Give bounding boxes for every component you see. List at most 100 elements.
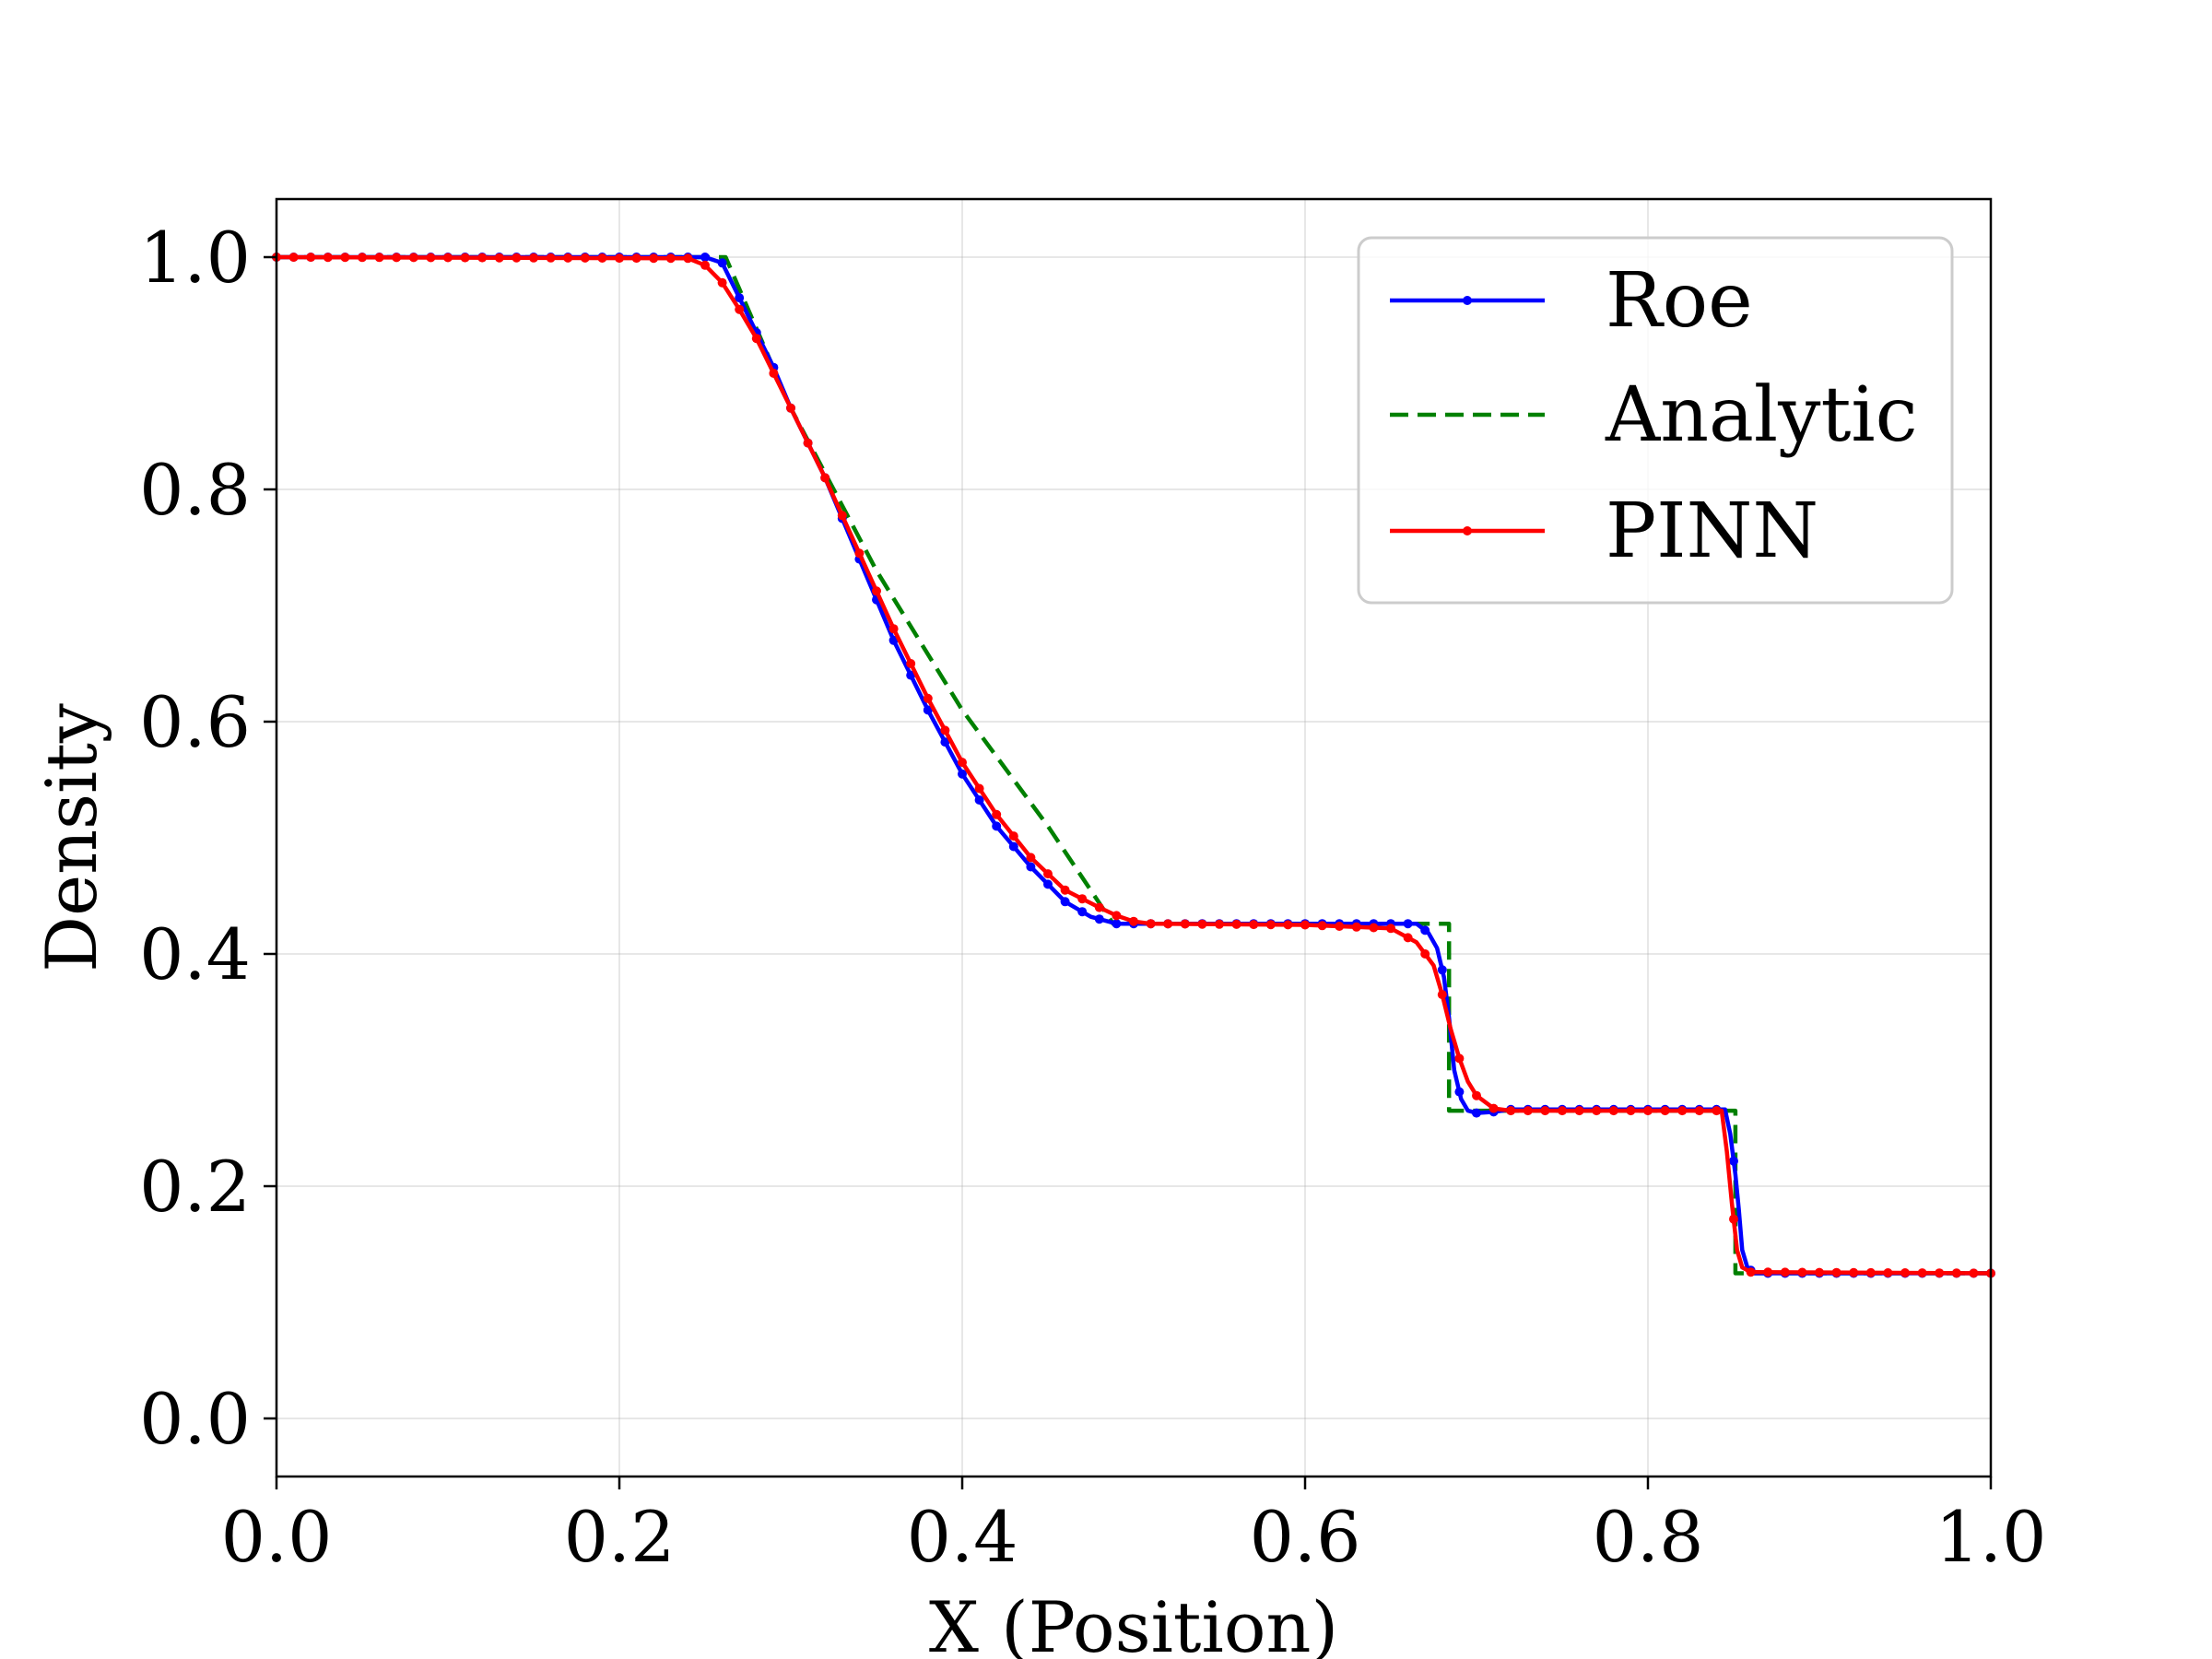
data-point-pinn <box>717 277 727 288</box>
data-point-pinn <box>1540 1106 1550 1116</box>
data-point-roe <box>940 737 950 747</box>
data-point-roe <box>1729 1156 1738 1166</box>
data-point-roe <box>1472 1108 1481 1118</box>
data-point-pinn <box>1643 1106 1653 1116</box>
y-tick-label: 0.6 <box>139 681 251 763</box>
data-point-pinn <box>923 693 933 703</box>
data-point-pinn <box>1626 1106 1636 1116</box>
data-point-pinn <box>1060 885 1070 895</box>
x-tick-label: 0.2 <box>564 1496 676 1578</box>
data-point-roe <box>1420 925 1430 935</box>
data-point-pinn <box>1215 919 1224 929</box>
data-point-roe <box>1094 914 1104 924</box>
data-point-pinn <box>700 260 710 270</box>
data-point-pinn <box>443 253 453 263</box>
data-point-pinn <box>1677 1106 1688 1116</box>
data-point-pinn <box>1763 1267 1773 1277</box>
data-point-pinn <box>958 758 967 768</box>
data-point-roe <box>1043 879 1053 889</box>
data-point-pinn <box>1746 1267 1756 1277</box>
legend-box <box>1357 236 1954 605</box>
y-tick-label: 0.0 <box>139 1378 251 1460</box>
data-point-pinn <box>1488 1103 1499 1113</box>
data-point-pinn <box>872 586 881 596</box>
data-point-pinn <box>769 369 779 378</box>
data-point-pinn <box>546 253 556 263</box>
data-point-pinn <box>1694 1106 1704 1116</box>
data-point-pinn <box>563 253 573 263</box>
data-point-pinn <box>735 304 745 314</box>
data-point-pinn <box>992 809 1002 819</box>
data-point-pinn <box>1831 1267 1841 1277</box>
data-point-pinn <box>323 253 333 263</box>
x-tick-label: 0.8 <box>1593 1496 1704 1578</box>
data-point-pinn <box>1454 1053 1465 1064</box>
data-point-roe <box>974 795 984 805</box>
y-tick-label: 0.2 <box>139 1146 251 1228</box>
data-point-roe <box>992 821 1002 831</box>
data-point-pinn <box>888 624 899 634</box>
data-point-pinn <box>1797 1267 1807 1277</box>
x-tick-label: 0.0 <box>221 1496 333 1578</box>
data-point-pinn <box>477 253 488 263</box>
data-point-pinn <box>460 253 470 263</box>
y-axis-label: Density <box>30 703 112 972</box>
data-point-pinn <box>803 438 813 448</box>
data-point-pinn <box>426 253 436 263</box>
data-point-pinn <box>837 511 847 521</box>
data-point-pinn <box>1574 1106 1584 1116</box>
data-point-pinn <box>615 253 624 264</box>
data-point-pinn <box>392 253 402 263</box>
series-layer <box>272 253 1995 1278</box>
y-tick-label: 1.0 <box>139 217 251 299</box>
data-point-pinn <box>751 334 761 344</box>
legend-label-roe: Roe <box>1606 257 1753 345</box>
data-point-pinn <box>1849 1267 1859 1277</box>
data-point-pinn <box>1523 1106 1533 1116</box>
data-point-pinn <box>1335 922 1345 931</box>
data-point-roe <box>1077 907 1088 917</box>
legend-marker-pinn <box>1463 526 1472 535</box>
legend-marker-roe <box>1463 296 1472 305</box>
legend-label-pinn: PINN <box>1606 488 1818 575</box>
data-point-pinn <box>1231 919 1241 929</box>
data-point-roe <box>735 293 745 303</box>
data-point-pinn <box>1969 1268 1979 1278</box>
data-point-pinn <box>1026 853 1036 863</box>
data-point-pinn <box>906 659 916 668</box>
data-point-pinn <box>580 253 590 263</box>
data-point-pinn <box>1712 1106 1722 1116</box>
data-point-roe <box>1454 1087 1465 1097</box>
data-point-pinn <box>820 473 830 483</box>
data-point-pinn <box>1935 1268 1945 1278</box>
data-point-roe <box>958 769 967 779</box>
data-point-roe <box>923 705 933 715</box>
data-point-pinn <box>1265 920 1276 930</box>
data-point-pinn <box>1317 921 1327 931</box>
data-point-pinn <box>1249 920 1259 930</box>
data-point-pinn <box>374 253 384 263</box>
series-pinn <box>272 253 1995 1278</box>
data-point-pinn <box>631 253 641 264</box>
data-point-pinn <box>683 253 693 264</box>
data-point-pinn <box>512 253 522 263</box>
data-point-pinn <box>494 253 504 263</box>
data-point-pinn <box>529 253 538 263</box>
x-axis-label: X (Position) <box>929 1586 1338 1659</box>
data-point-pinn <box>340 253 350 263</box>
data-point-pinn <box>1077 894 1088 904</box>
data-point-pinn <box>854 548 865 559</box>
data-point-pinn <box>1883 1268 1893 1277</box>
data-point-pinn <box>1386 924 1395 934</box>
data-point-pinn <box>1112 911 1122 921</box>
data-point-pinn <box>1403 933 1413 943</box>
data-point-pinn <box>1351 922 1361 932</box>
data-point-pinn <box>1043 869 1053 879</box>
data-point-roe <box>717 258 727 268</box>
data-point-pinn <box>1180 919 1190 929</box>
y-tick-label: 0.4 <box>139 913 251 995</box>
x-tick-label: 0.4 <box>907 1496 1018 1578</box>
data-point-pinn <box>665 253 676 264</box>
data-point-pinn <box>1163 919 1173 929</box>
